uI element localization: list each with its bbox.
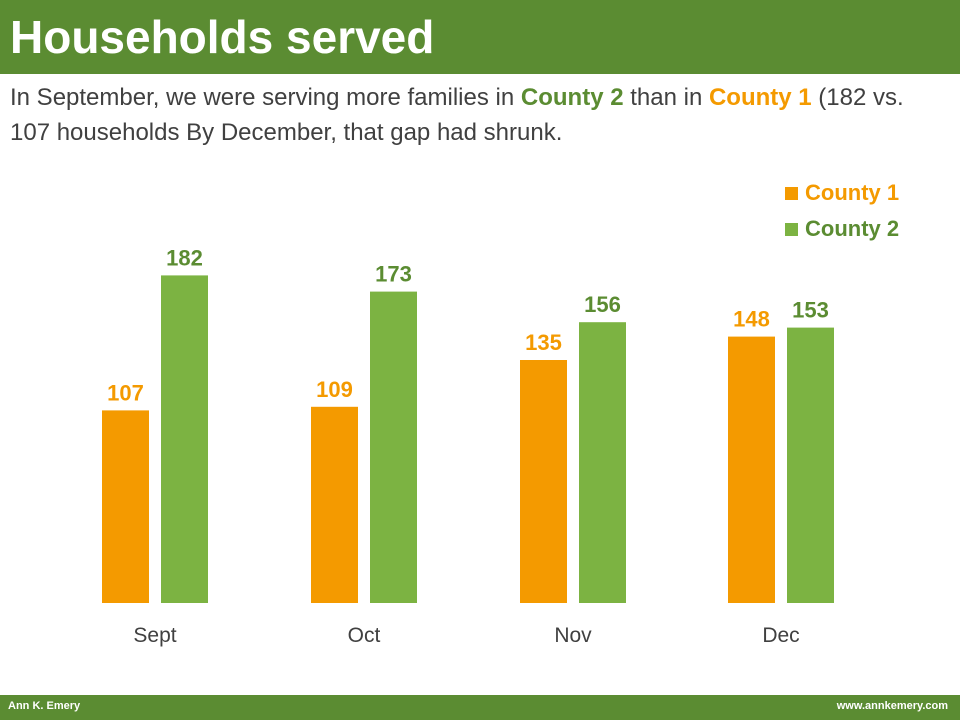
data-label-county-1-oct: 109	[316, 377, 353, 402]
bar-county-2-dec	[787, 327, 834, 603]
data-label-county-2-sept: 182	[166, 245, 203, 270]
x-tick-label-nov: Nov	[554, 624, 592, 647]
footer-author: Ann K. Emery	[8, 700, 81, 712]
data-label-county-1-nov: 135	[525, 330, 562, 355]
legend-swatch-county-2	[785, 222, 798, 236]
data-label-county-2-dec: 153	[792, 298, 829, 323]
x-tick-label-sept: Sept	[133, 624, 176, 647]
footer-bar: Ann K. Emery www.annkemery.com	[0, 695, 960, 720]
page-title: Households served	[10, 11, 435, 63]
bar-county-2-nov	[579, 322, 626, 603]
data-label-county-1-sept: 107	[107, 380, 144, 405]
bar-county-2-oct	[370, 291, 417, 603]
subtitle-text-2: than in	[623, 84, 709, 111]
data-label-county-2-nov: 156	[584, 292, 621, 317]
legend-label-county-1: County 1	[805, 180, 900, 205]
legend-swatch-county-1	[785, 186, 798, 200]
bar-county-1-nov	[520, 360, 567, 603]
x-tick-label-dec: Dec	[762, 624, 799, 647]
footer-website: www.annkemery.com	[836, 700, 948, 712]
data-label-county-1-dec: 148	[733, 307, 770, 332]
bar-chart: 107 182 Sept 109 173 Oct 135 156 Nov 148 153 Dec	[102, 245, 834, 647]
subtitle-county-1: County 1	[708, 84, 812, 111]
subtitle: In September, we were serving more famil…	[10, 80, 950, 150]
bar-county-2-sept	[161, 275, 208, 603]
subtitle-county-2: County 2	[520, 84, 624, 111]
data-label-county-2-oct: 173	[375, 262, 412, 287]
title-bar: Households served	[0, 0, 960, 74]
subtitle-text-1: In September, we were serving more famil…	[10, 84, 521, 111]
legend-item-county-1: County 1	[785, 175, 899, 211]
legend-item-county-2: County 2	[785, 211, 899, 247]
x-tick-label-oct: Oct	[348, 624, 381, 647]
bar-county-1-oct	[311, 406, 358, 603]
legend-label-county-2: County 2	[805, 216, 900, 241]
bar-county-1-sept	[102, 410, 149, 603]
bar-county-1-dec	[728, 336, 775, 603]
subtitle-text-3: (182 vs. 107 households By December, tha…	[10, 84, 904, 146]
chart-legend: County 1 County 2	[785, 175, 899, 247]
